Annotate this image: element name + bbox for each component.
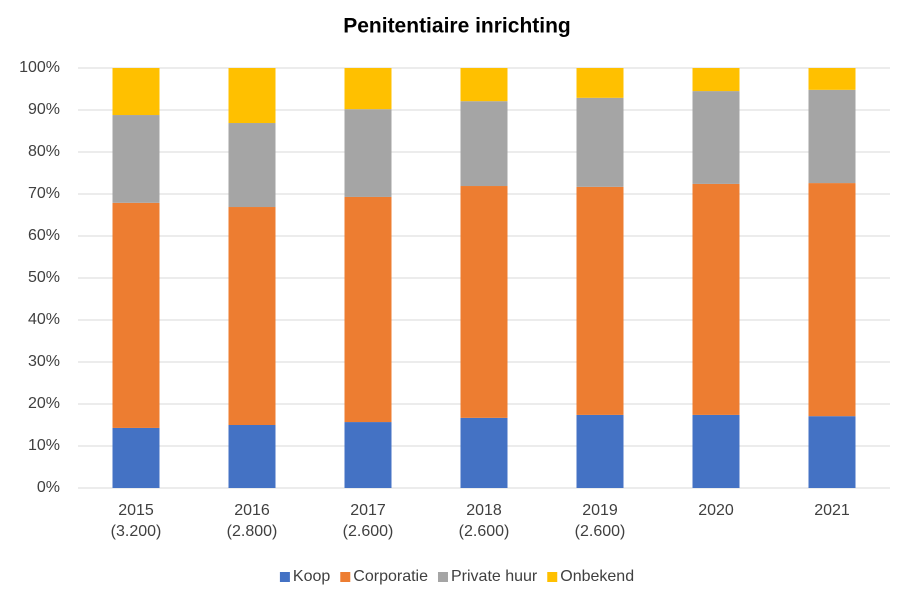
legend-swatch — [547, 572, 558, 582]
legend-label: Onbekend — [560, 568, 634, 585]
y-tick-label: 10% — [28, 437, 60, 454]
bar-segment — [692, 68, 740, 92]
legend-swatch — [340, 572, 351, 582]
bar-segment — [228, 123, 276, 208]
legend-label: Private huur — [451, 568, 538, 585]
legend-label: Corporatie — [353, 568, 428, 585]
bar-segment — [460, 101, 508, 187]
x-tick-label: 2015 (3.200) — [110, 502, 162, 540]
y-tick-label: 40% — [28, 311, 60, 328]
bar-segment — [112, 202, 160, 428]
x-tick-label: 2017 (2.600) — [342, 502, 394, 540]
y-tick-label: 70% — [28, 185, 60, 202]
y-tick-label: 50% — [28, 269, 60, 286]
y-tick-label: 100% — [19, 59, 60, 76]
bar-segment — [808, 68, 856, 90]
x-tick-label: 2021 — [814, 502, 850, 519]
bar-segment — [228, 207, 276, 425]
legend-label: Koop — [293, 568, 330, 585]
bar-segment — [692, 91, 740, 184]
bar-segment — [576, 186, 624, 415]
y-tick-label: 80% — [28, 143, 60, 160]
bar-segment — [344, 109, 392, 197]
bar-segment — [576, 68, 624, 98]
bar-segment — [576, 414, 624, 488]
bar-segment — [228, 425, 276, 488]
bar-segment — [576, 97, 624, 187]
x-tick-label: 2020 — [698, 502, 734, 519]
legend-swatch — [279, 572, 290, 582]
y-tick-label: 60% — [28, 227, 60, 244]
bar-segment — [228, 68, 276, 124]
bar-segment — [808, 89, 856, 184]
bar-segment — [344, 422, 392, 488]
x-tick-label: 2016 (2.800) — [226, 502, 278, 540]
bar-segment — [460, 186, 508, 418]
bar-segment — [692, 414, 740, 488]
bar-segment — [112, 427, 160, 488]
bar-segment — [460, 417, 508, 488]
legend-swatch — [437, 572, 448, 582]
x-tick-label: 2019 (2.600) — [574, 502, 626, 540]
bar-segment — [808, 416, 856, 488]
bar-segment — [112, 115, 160, 203]
y-tick-label: 20% — [28, 395, 60, 412]
bar-segment — [692, 183, 740, 415]
bar-segment — [112, 68, 160, 116]
bar-segment — [808, 183, 856, 417]
bar-segment — [344, 68, 392, 110]
y-tick-label: 0% — [37, 479, 60, 496]
chart-title: Penitentiaire inrichting — [343, 15, 571, 38]
x-tick-label: 2018 (2.600) — [458, 502, 510, 540]
y-tick-label: 90% — [28, 101, 60, 118]
bar-segment — [344, 196, 392, 423]
y-tick-label: 30% — [28, 353, 60, 370]
bar-segment — [460, 68, 508, 102]
